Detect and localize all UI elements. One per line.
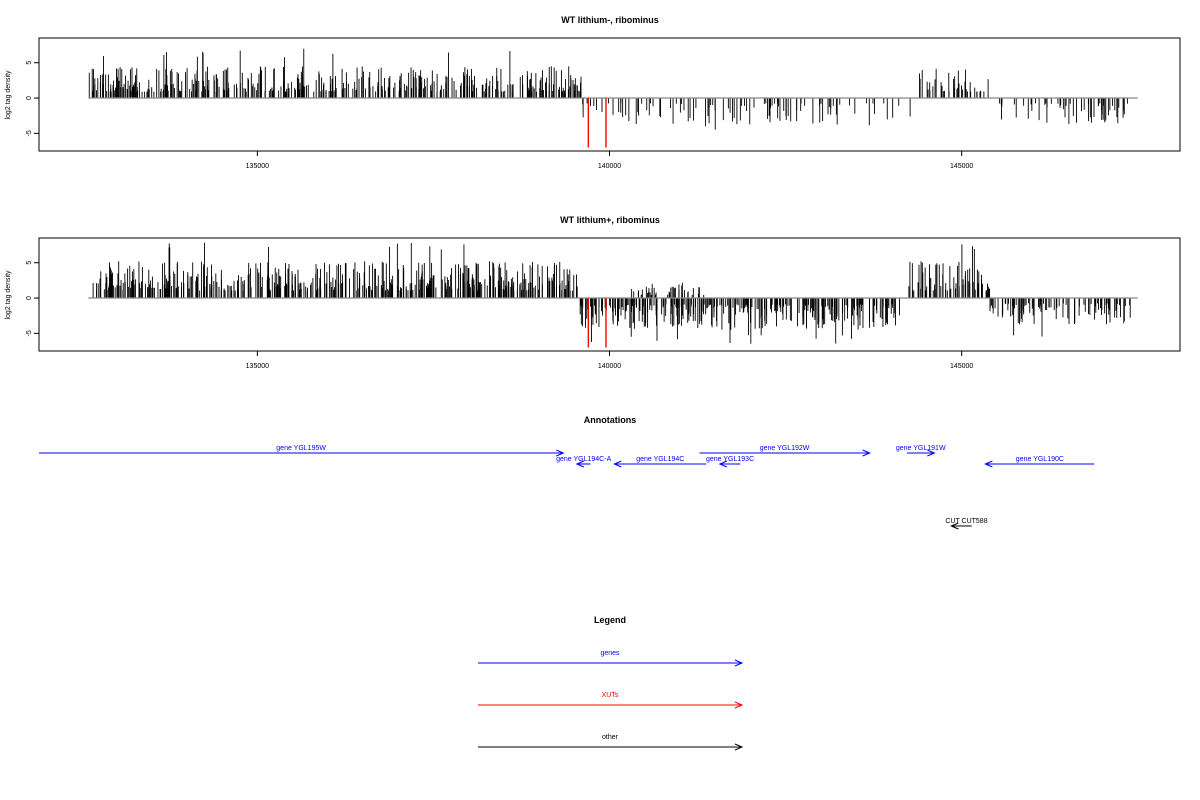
feature-arrowhead xyxy=(575,460,585,468)
feature-label: CUT xyxy=(945,518,960,525)
legend-arrowhead xyxy=(734,659,744,667)
feature-arrowhead xyxy=(862,449,871,457)
bar-group xyxy=(88,48,1128,130)
y-axis-label: log2 tag density xyxy=(5,70,12,120)
feature-label: gene YGL194C xyxy=(636,456,684,463)
feature-group: gene YGL195W gene YGL194C-A gene YGL194C ge… xyxy=(39,445,1095,530)
feature-arrowhead xyxy=(556,449,565,457)
x-tick-label: 140000 xyxy=(598,163,621,170)
plot-frame xyxy=(38,37,1181,152)
x-tick-label: 140000 xyxy=(598,363,621,370)
annotations-title: Annotations xyxy=(584,415,637,425)
track-panel-lithium-plus: WT lithium+, ribominus log2 tag density … xyxy=(5,215,1181,370)
highlight-group xyxy=(587,298,607,348)
panel-title: WT lithium-, ribominus xyxy=(561,15,659,25)
legend-label: genes xyxy=(600,650,620,657)
feature-label: gene YGL191W xyxy=(896,445,946,452)
x-tick-label: 135000 xyxy=(246,163,269,170)
y-tick-label: 5 xyxy=(26,61,33,65)
feature-label: gene YGL192W xyxy=(760,445,810,452)
legend-label: XUTs xyxy=(602,692,619,699)
feature-label: gene YGL194C-A xyxy=(556,456,611,463)
feature-label: CUT588 xyxy=(962,518,988,525)
feature-label: gene YGL193C xyxy=(706,456,754,463)
x-tick-label: 135000 xyxy=(246,363,269,370)
axes: 135000 140000 145000 -5 0 5 xyxy=(26,261,973,370)
axes: 135000 140000 145000 -5 0 5 xyxy=(26,61,973,170)
y-tick-label: 5 xyxy=(26,261,33,265)
feature-arrowhead xyxy=(613,460,622,468)
y-tick-label: -5 xyxy=(26,330,33,336)
y-tick-label: -5 xyxy=(26,130,33,136)
x-tick-label: 145000 xyxy=(950,163,973,170)
y-tick-label: 0 xyxy=(26,96,33,100)
y-axis-label: log2 tag density xyxy=(5,270,12,320)
legend-arrowhead xyxy=(734,701,744,709)
panel-title: WT lithium+, ribominus xyxy=(560,215,660,225)
legend-label: other xyxy=(602,734,619,741)
track-panel-lithium-minus: WT lithium-, ribominus log2 tag density … xyxy=(5,15,1181,170)
bar-group xyxy=(92,242,1131,344)
legend-arrowhead xyxy=(734,743,744,751)
feature-arrowhead xyxy=(950,522,959,530)
feature-arrowhead xyxy=(927,449,936,457)
feature-label: gene YGL190C xyxy=(1016,456,1064,463)
legend: Legend genes XUTs other xyxy=(478,615,744,751)
legend-title: Legend xyxy=(594,615,626,625)
legend-item-group: genes XUTs other xyxy=(478,650,744,751)
highlight-group xyxy=(587,98,607,148)
feature-label: gene YGL195W xyxy=(276,445,326,452)
y-tick-label: 0 xyxy=(26,296,33,300)
feature-arrowhead xyxy=(718,460,728,468)
feature-arrowhead xyxy=(984,460,993,468)
x-tick-label: 145000 xyxy=(950,363,973,370)
